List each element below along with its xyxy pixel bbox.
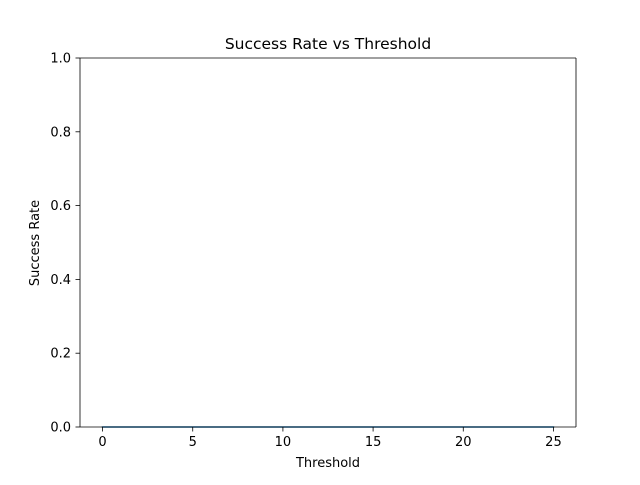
y-axis: 0.0 0.2 0.4 0.6 0.8 1.0 [50,52,80,436]
x-tick-label: 15 [365,435,382,450]
y-tick-label: 1.0 [50,52,71,67]
x-tick-label: 5 [189,435,197,450]
chart-title: Success Rate vs Threshold [225,35,431,53]
y-tick-label: 0.6 [50,199,71,214]
x-tick-label: 25 [545,435,562,450]
x-axis: 0 5 10 15 20 25 [98,427,562,450]
x-tick-label: 0 [98,435,106,450]
x-axis-label: Threshold [295,456,360,471]
y-tick-label: 0.2 [50,347,71,362]
x-tick-label: 10 [275,435,292,450]
plot-area [79,57,577,428]
x-tick-label: 20 [455,435,472,450]
y-tick-label: 0.8 [50,125,71,140]
y-tick-label: 0.0 [50,421,71,436]
y-axis-label: Success Rate [28,200,43,286]
y-tick-label: 0.4 [50,273,71,288]
